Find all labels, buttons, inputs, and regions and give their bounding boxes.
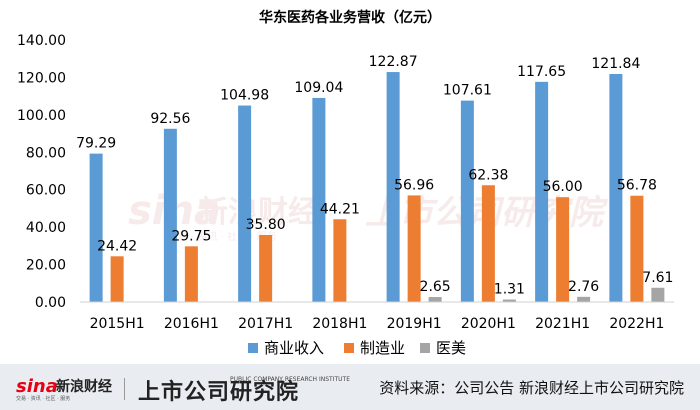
data-label: 107.61 (443, 83, 492, 99)
bar-aesthetics (577, 296, 591, 302)
data-label: 7.61 (642, 270, 673, 286)
footer-cn-name: 新浪财经 (56, 378, 112, 395)
legend-swatch (344, 343, 354, 353)
x-tick-label: 2022H1 (609, 316, 664, 332)
bar-commercial (163, 128, 177, 302)
sina-finance-logo: sina 新浪财经 交易 · 资讯 · 社区 · 服务 (16, 376, 112, 402)
bar-aesthetics (428, 297, 442, 302)
x-tick-label: 2015H1 (90, 316, 145, 332)
x-tick-label: 2016H1 (164, 316, 219, 332)
bar-aesthetics (651, 287, 665, 302)
data-label: 35.80 (246, 217, 286, 233)
y-tick-label: 60.00 (26, 183, 66, 199)
y-tick-label: 140.00 (17, 33, 66, 49)
data-label: 56.78 (617, 178, 657, 194)
institute-english-name: PUBLIC COMPANY RESEARCH INSTITUTE (230, 376, 350, 383)
bar-commercial (386, 72, 400, 302)
bar-manufacturing (630, 195, 644, 302)
data-label: 104.98 (220, 88, 269, 104)
x-tick-label: 2020H1 (461, 316, 516, 332)
bar-manufacturing (407, 195, 421, 302)
chart: 华东医药各业务营收（亿元） sina 新浪财经 交易 · 资讯 · 社区 · 服… (17, 9, 674, 357)
data-label: 2.76 (568, 279, 599, 295)
institute-name: 上市公司研究院 (138, 379, 300, 405)
data-label: 2.65 (420, 279, 451, 295)
data-label: 56.00 (543, 179, 583, 195)
bar-manufacturing (556, 197, 570, 302)
bar-commercial (89, 153, 103, 302)
data-label: 62.38 (468, 167, 508, 183)
bar-manufacturing (184, 246, 198, 302)
data-label: 122.87 (369, 54, 418, 70)
footer: sina 新浪财经 交易 · 资讯 · 社区 · 服务 上市公司研究院 PUBL… (0, 364, 700, 410)
y-axis: 0.00 20.00 40.00 60.00 80.00 100.00 120.00 140.… (17, 33, 66, 311)
data-label: 29.75 (171, 228, 211, 244)
bar-manufacturing (481, 185, 495, 302)
institute-logo: 上市公司研究院 PUBLIC COMPANY RESEARCH INSTITUT… (138, 374, 350, 406)
x-axis: 2015H1 2016H1 2017H1 2018H1 2019H1 2020H1 2021… (90, 316, 665, 332)
bar-commercial (609, 73, 623, 303)
legend: 商业收入 制造业 医美 (248, 339, 466, 357)
y-tick-label: 40.00 (26, 220, 66, 236)
x-tick-label: 2021H1 (535, 316, 590, 332)
y-tick-label: 100.00 (17, 108, 66, 124)
plot-area: 79.29 24.42 92.56 29.75 104.98 35.80 109.04 44.… (76, 54, 673, 303)
data-label: 1.31 (494, 282, 525, 298)
bar-aesthetics (502, 299, 516, 302)
bar-commercial (460, 100, 474, 302)
data-label: 117.65 (517, 64, 566, 80)
y-tick-label: 0.00 (35, 295, 66, 311)
legend-label: 医美 (436, 339, 466, 357)
data-label: 121.84 (591, 56, 640, 72)
data-label: 92.56 (150, 111, 190, 127)
bar-commercial (535, 81, 549, 302)
footer-sub-text: 交易 · 资讯 · 社区 · 服务 (16, 395, 70, 402)
footer-divider (124, 378, 125, 400)
data-label: 24.42 (97, 238, 137, 254)
data-label: 109.04 (294, 80, 343, 96)
y-tick-label: 20.00 (26, 258, 66, 274)
chart-title: 华东医药各业务营收（亿元） (259, 9, 441, 26)
y-tick-label: 80.00 (26, 145, 66, 161)
bar-manufacturing (333, 219, 347, 302)
legend-swatch (420, 343, 430, 353)
y-tick-label: 120.00 (17, 70, 66, 86)
bar-manufacturing (259, 235, 273, 302)
legend-swatch (248, 343, 258, 353)
x-tick-label: 2018H1 (312, 316, 367, 332)
data-label: 79.29 (76, 136, 116, 152)
footer-sina-logo: sina (16, 376, 58, 397)
data-label: 56.96 (394, 177, 434, 193)
legend-label: 商业收入 (264, 339, 324, 357)
data-label: 44.21 (320, 201, 360, 217)
bar-commercial (238, 105, 252, 302)
source-note: 资料来源：公司公告 新浪财经上市公司研究院 (379, 379, 684, 397)
x-tick-label: 2019H1 (387, 316, 442, 332)
legend-label: 制造业 (360, 339, 405, 357)
x-tick-label: 2017H1 (238, 316, 293, 332)
bar-commercial (312, 97, 326, 303)
bar-manufacturing (110, 256, 124, 302)
watermark-cn-name: 新浪财经 (198, 195, 318, 230)
